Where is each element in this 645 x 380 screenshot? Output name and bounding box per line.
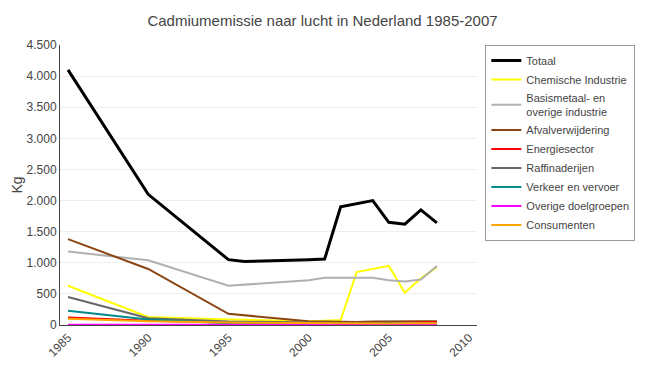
svg-text:2010: 2010 bbox=[447, 331, 476, 360]
svg-text:3.000: 3.000 bbox=[27, 132, 57, 146]
svg-text:Cadmiumemissie naar lucht in N: Cadmiumemissie naar lucht in Nederland 1… bbox=[147, 12, 497, 29]
svg-text:1995: 1995 bbox=[206, 331, 235, 360]
svg-text:Energiesector: Energiesector bbox=[526, 143, 594, 155]
svg-text:Totaal: Totaal bbox=[526, 55, 555, 67]
svg-text:2.500: 2.500 bbox=[27, 163, 57, 177]
svg-text:2.000: 2.000 bbox=[27, 194, 57, 208]
svg-text:2000: 2000 bbox=[286, 331, 315, 360]
svg-text:4.000: 4.000 bbox=[27, 69, 57, 83]
svg-text:1.000: 1.000 bbox=[27, 256, 57, 270]
svg-text:Basismetaal- enoverige industr: Basismetaal- enoverige industrie bbox=[526, 92, 607, 118]
svg-text:Chemische Industrie: Chemische Industrie bbox=[526, 74, 626, 86]
svg-text:0: 0 bbox=[50, 318, 57, 332]
svg-text:1990: 1990 bbox=[126, 331, 155, 360]
svg-text:1.500: 1.500 bbox=[27, 225, 57, 239]
svg-text:Verkeer en vervoer: Verkeer en vervoer bbox=[526, 181, 619, 193]
svg-text:3.500: 3.500 bbox=[27, 100, 57, 114]
svg-text:Afvalverwijdering: Afvalverwijdering bbox=[526, 124, 609, 136]
svg-text:4.500: 4.500 bbox=[27, 38, 57, 52]
svg-text:Consumenten: Consumenten bbox=[526, 219, 595, 231]
svg-text:2005: 2005 bbox=[366, 331, 395, 360]
svg-text:1985: 1985 bbox=[46, 331, 75, 360]
svg-text:Raffinaderijen: Raffinaderijen bbox=[526, 162, 594, 174]
svg-text:Kg: Kg bbox=[9, 176, 25, 193]
svg-text:500: 500 bbox=[37, 287, 57, 301]
svg-text:Overige doelgroepen: Overige doelgroepen bbox=[526, 200, 629, 212]
